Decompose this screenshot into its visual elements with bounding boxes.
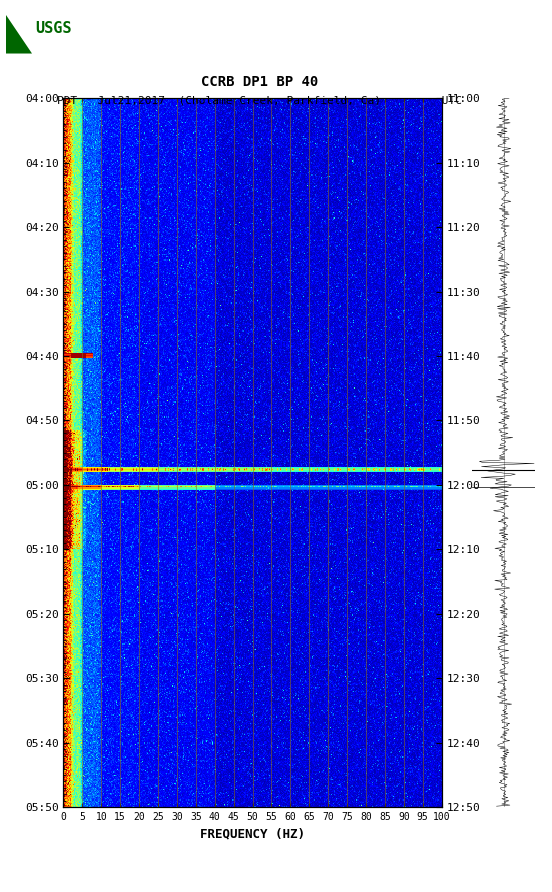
- Text: USGS: USGS: [35, 21, 72, 37]
- Polygon shape: [6, 14, 32, 54]
- Text: PDT   Jul21,2017  (Cholame Creek, Parkfield, Ca)         UTC: PDT Jul21,2017 (Cholame Creek, Parkfield…: [57, 95, 462, 105]
- X-axis label: FREQUENCY (HZ): FREQUENCY (HZ): [200, 828, 305, 840]
- Text: CCRB DP1 BP 40: CCRB DP1 BP 40: [201, 75, 318, 89]
